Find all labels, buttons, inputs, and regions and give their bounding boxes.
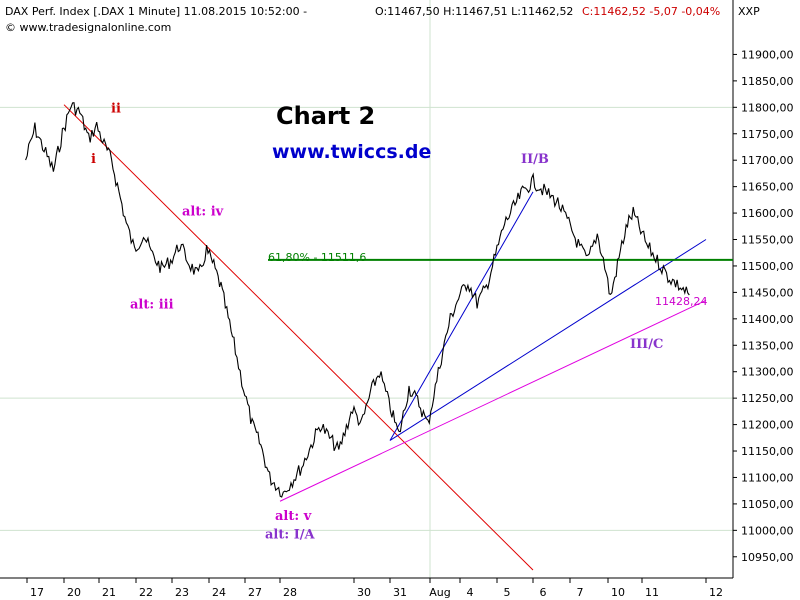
y-tick-label: 11050,00 [741, 498, 794, 511]
header-source: © www.tradesignalonline.com [5, 21, 171, 34]
value-label: 11428,24 [655, 295, 708, 308]
x-tick-label: 7 [577, 586, 584, 599]
x-tick-label: 22 [139, 586, 153, 599]
x-tick-label: 27 [248, 586, 262, 599]
x-tick-label: 17 [30, 586, 44, 599]
x-axis: 17 20 21 22 23 24 27 28 30 31 Aug 4 5 6 7 10 11 12 [26, 578, 723, 599]
y-tick-label: 11750,00 [741, 128, 794, 141]
x-tick-label: 11 [645, 586, 659, 599]
y-tick-label: 11700,00 [741, 154, 794, 167]
y-tick-label: 11650,00 [741, 181, 794, 194]
blue-trend-line [389, 191, 534, 441]
wave-label: alt: v [275, 509, 312, 524]
y-tick-label: 11600,00 [741, 207, 794, 220]
y-tick-label: 11300,00 [741, 366, 794, 379]
x-tick-label: 10 [611, 586, 625, 599]
header-ohlc: O:11467,50 H:11467,51 L:11462,52 [375, 5, 573, 18]
y-tick-label: 11000,00 [741, 524, 794, 537]
y-tick-label: 11450,00 [741, 286, 794, 299]
header-instrument: DAX Perf. Index [.DAX 1 Minute] 11.08.20… [5, 5, 307, 18]
x-tick-label: 31 [393, 586, 407, 599]
blue-trend-line [389, 239, 707, 441]
x-tick-label: 12 [709, 586, 723, 599]
wave-label: II/B [521, 152, 549, 167]
y-axis: 11900,00 11850,00 11800,00 11750,00 11700,00… [733, 48, 794, 564]
axis-code: XXP [738, 5, 760, 18]
chart-title: Chart 2 [276, 102, 375, 130]
y-tick-label: 11100,00 [741, 471, 794, 484]
grid-lines [0, 0, 733, 578]
wave-label: III/C [630, 337, 663, 352]
y-tick-label: 11200,00 [741, 419, 794, 432]
x-tick-label: 30 [357, 586, 371, 599]
wave-label: alt: iv [182, 205, 224, 220]
x-tick-label: 23 [175, 586, 189, 599]
red-trend-line [63, 104, 534, 571]
y-tick-label: 11800,00 [741, 101, 794, 114]
wave-label: i [91, 152, 96, 167]
header-close: C:11462,52 -5,07 -0,04% [582, 5, 720, 18]
magenta-trend-line [279, 299, 707, 502]
trend-lines [63, 104, 707, 571]
y-tick-label: 11900,00 [741, 48, 794, 61]
x-tick-label: 28 [283, 586, 297, 599]
x-tick-label: 24 [212, 586, 226, 599]
fib-label: 61,80% - 11511,6 [268, 251, 366, 264]
wave-label: ii [111, 102, 121, 117]
chart-subtitle: www.twiccs.de [272, 141, 431, 163]
price-series-line [25, 102, 690, 498]
x-tick-label: 6 [540, 586, 547, 599]
y-tick-label: 11550,00 [741, 234, 794, 247]
y-tick-label: 11150,00 [741, 445, 794, 458]
y-tick-label: 11400,00 [741, 313, 794, 326]
x-tick-label: Aug [429, 586, 450, 599]
x-tick-label: 5 [504, 586, 511, 599]
x-tick-label: 21 [102, 586, 116, 599]
y-tick-label: 10950,00 [741, 551, 794, 564]
price-series [25, 102, 690, 498]
y-tick-label: 11500,00 [741, 260, 794, 273]
x-tick-label: 4 [467, 586, 474, 599]
y-tick-label: 11350,00 [741, 339, 794, 352]
wave-label: alt: iii [130, 297, 174, 312]
y-tick-label: 11250,00 [741, 392, 794, 405]
x-tick-label: 20 [67, 586, 81, 599]
y-tick-label: 11850,00 [741, 75, 794, 88]
wave-label: alt: I/A [265, 527, 316, 542]
